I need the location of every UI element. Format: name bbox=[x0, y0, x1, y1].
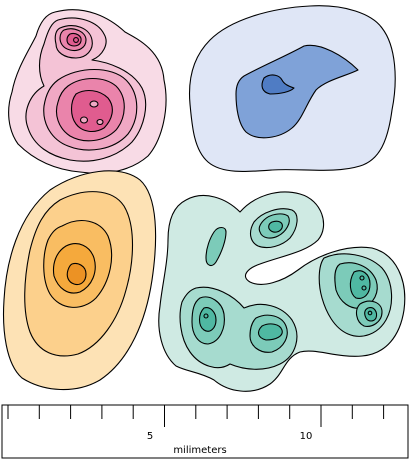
blue-contour-level-2 bbox=[235, 44, 359, 139]
teal-contour-level-3f bbox=[205, 226, 227, 267]
pink-contour-blob bbox=[8, 9, 167, 174]
orange-contour-blob bbox=[3, 170, 157, 391]
scale-unit-label: milimeters bbox=[173, 445, 226, 456]
pink-contour-level-5b bbox=[70, 89, 113, 133]
teal-peak-dot-3 bbox=[361, 285, 367, 291]
teal-peak-dot-1 bbox=[203, 313, 209, 319]
teal-peak-dot-2 bbox=[359, 275, 365, 281]
scale-tick-label-5: 5 bbox=[147, 431, 153, 442]
teal-contour-blob bbox=[158, 191, 406, 392]
blue-contour-blob bbox=[189, 5, 396, 173]
scale-bar: 5 10 milimeters bbox=[1, 404, 409, 459]
pink-hole-1 bbox=[89, 100, 99, 108]
scale-tick-label-10: 10 bbox=[300, 431, 313, 442]
teal-peak-dot-4 bbox=[367, 310, 373, 316]
blue-contour-level-3 bbox=[261, 74, 295, 95]
scale-bar-frame bbox=[1, 404, 409, 459]
teal-contour-level-4 bbox=[198, 307, 217, 332]
teal-contour-level-4e bbox=[268, 220, 283, 233]
orange-contour-level-5 bbox=[66, 262, 87, 286]
pink-peak-dot bbox=[73, 37, 79, 43]
pink-hole-2 bbox=[79, 116, 89, 124]
teal-contour-level-4b bbox=[257, 323, 283, 341]
scale-ticks bbox=[7, 405, 385, 427]
pink-hole-3 bbox=[96, 118, 104, 126]
teal-contour-level-4c bbox=[349, 270, 371, 299]
